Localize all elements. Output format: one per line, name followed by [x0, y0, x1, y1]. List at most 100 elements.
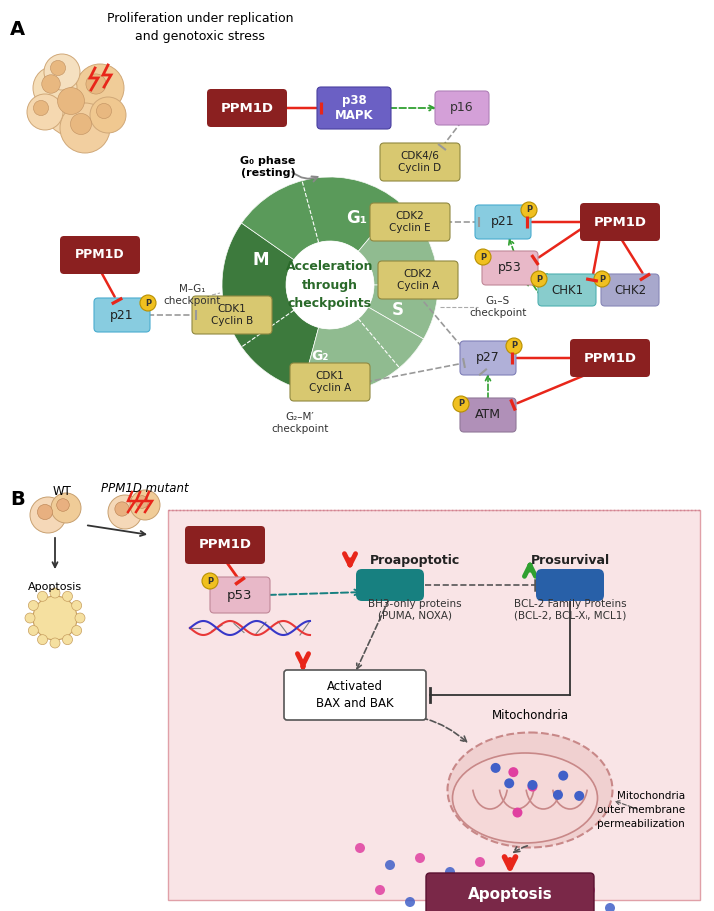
Text: p21: p21	[110, 309, 134, 322]
Text: G₁: G₁	[346, 210, 368, 227]
Circle shape	[565, 905, 575, 911]
Text: PPM1D: PPM1D	[221, 101, 273, 115]
Text: G₁–S
checkpoint: G₁–S checkpoint	[469, 296, 527, 318]
Circle shape	[605, 903, 615, 911]
Circle shape	[71, 114, 91, 135]
Text: S: S	[392, 301, 403, 319]
Text: P: P	[145, 299, 151, 308]
Circle shape	[58, 87, 84, 115]
Circle shape	[71, 600, 81, 610]
Circle shape	[25, 613, 35, 623]
Text: CDK2
Cyclin E: CDK2 Cyclin E	[389, 211, 431, 233]
Circle shape	[525, 880, 535, 890]
Circle shape	[594, 271, 610, 287]
Circle shape	[286, 241, 374, 329]
Text: Proliferation under replication
and genotoxic stress: Proliferation under replication and geno…	[107, 12, 293, 43]
Text: CDK1
Cyclin B: CDK1 Cyclin B	[211, 304, 253, 326]
Circle shape	[33, 596, 77, 640]
Circle shape	[505, 873, 515, 883]
Circle shape	[86, 74, 106, 94]
Circle shape	[508, 767, 518, 777]
Text: PPM1D: PPM1D	[75, 249, 125, 261]
Circle shape	[29, 626, 39, 636]
FancyBboxPatch shape	[185, 526, 265, 564]
Text: Mitochondria: Mitochondria	[491, 709, 568, 722]
FancyBboxPatch shape	[317, 87, 391, 129]
Circle shape	[51, 493, 81, 523]
Text: p16: p16	[451, 101, 474, 115]
Circle shape	[75, 613, 85, 623]
FancyBboxPatch shape	[536, 569, 604, 601]
FancyBboxPatch shape	[538, 274, 596, 306]
Text: P: P	[511, 342, 517, 351]
FancyBboxPatch shape	[482, 251, 538, 285]
Circle shape	[38, 635, 48, 645]
Circle shape	[33, 66, 77, 110]
Text: CDK2
Cyclin A: CDK2 Cyclin A	[397, 269, 439, 291]
Circle shape	[445, 867, 455, 877]
Text: Proapoptotic: Proapoptotic	[370, 554, 460, 567]
Circle shape	[491, 763, 501, 773]
FancyBboxPatch shape	[207, 89, 287, 127]
Circle shape	[140, 295, 156, 311]
Circle shape	[27, 94, 63, 130]
Text: P: P	[526, 206, 532, 214]
Circle shape	[504, 778, 514, 788]
Circle shape	[44, 54, 80, 90]
Text: Acceleration
through
checkpoints: Acceleration through checkpoints	[286, 260, 373, 311]
Text: WT: WT	[53, 485, 71, 498]
FancyBboxPatch shape	[284, 670, 426, 720]
Circle shape	[37, 505, 53, 519]
Circle shape	[506, 338, 522, 354]
FancyBboxPatch shape	[192, 296, 272, 334]
Ellipse shape	[453, 753, 598, 843]
Circle shape	[29, 600, 39, 610]
FancyBboxPatch shape	[580, 203, 660, 241]
Circle shape	[585, 885, 595, 895]
Text: P: P	[207, 577, 213, 586]
Circle shape	[41, 75, 60, 93]
FancyBboxPatch shape	[426, 873, 594, 911]
Text: M: M	[252, 251, 268, 269]
Circle shape	[56, 498, 69, 511]
Text: P: P	[480, 252, 486, 261]
Circle shape	[76, 64, 124, 112]
Circle shape	[475, 249, 491, 265]
Text: p38
MAPK: p38 MAPK	[335, 94, 373, 122]
Text: P: P	[458, 400, 464, 408]
Text: BCL-2 Family Proteins
(BCL-2, BCL-Xₗ, MCL1): BCL-2 Family Proteins (BCL-2, BCL-Xₗ, MC…	[513, 599, 626, 620]
Text: P: P	[599, 274, 605, 283]
Circle shape	[43, 73, 107, 137]
Circle shape	[90, 97, 126, 133]
FancyBboxPatch shape	[210, 577, 270, 613]
Circle shape	[50, 588, 60, 598]
FancyBboxPatch shape	[460, 341, 516, 375]
Text: A: A	[10, 20, 25, 39]
Text: M–G₁
checkpoint: M–G₁ checkpoint	[164, 284, 221, 306]
Circle shape	[531, 271, 547, 287]
Wedge shape	[241, 177, 399, 260]
Text: p53: p53	[498, 261, 522, 274]
Circle shape	[528, 782, 538, 792]
Circle shape	[515, 905, 525, 911]
Text: G₀ phase
(resting): G₀ phase (resting)	[241, 156, 296, 178]
Text: CDK1
Cyclin A: CDK1 Cyclin A	[309, 371, 351, 393]
Circle shape	[385, 860, 395, 870]
Text: Mitochondria
outer membrane
permeabilization: Mitochondria outer membrane permeabiliza…	[597, 791, 685, 829]
Text: PPM1D: PPM1D	[593, 216, 646, 229]
Circle shape	[415, 853, 425, 863]
FancyBboxPatch shape	[290, 363, 370, 401]
Circle shape	[108, 495, 142, 529]
Ellipse shape	[448, 732, 613, 847]
FancyBboxPatch shape	[475, 205, 531, 239]
Circle shape	[513, 807, 523, 817]
Circle shape	[115, 502, 129, 517]
Text: p53: p53	[227, 589, 253, 601]
Wedge shape	[302, 307, 423, 393]
Circle shape	[453, 396, 469, 412]
Circle shape	[60, 103, 110, 153]
Circle shape	[465, 900, 475, 910]
Text: Activated
BAX and BAK: Activated BAX and BAK	[316, 680, 394, 710]
Circle shape	[495, 890, 505, 900]
Circle shape	[38, 591, 48, 601]
